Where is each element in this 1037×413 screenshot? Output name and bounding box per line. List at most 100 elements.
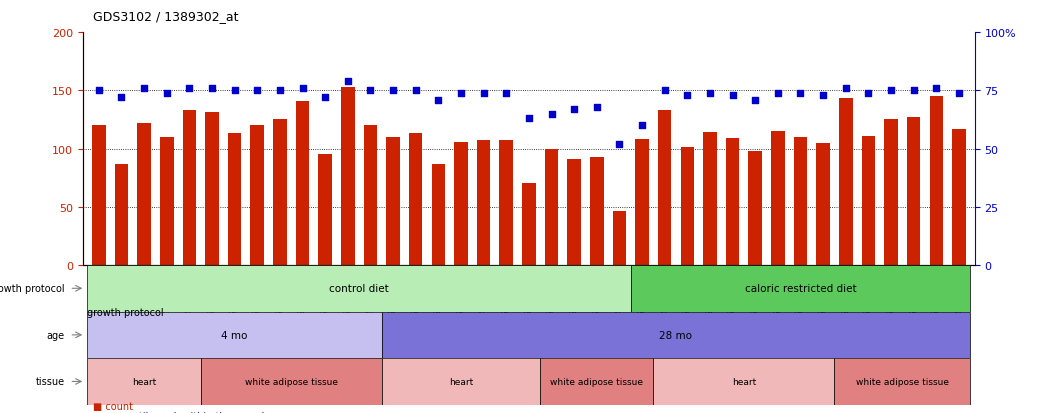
Text: control diet: control diet — [329, 284, 389, 294]
Bar — [793, 138, 807, 265]
Point — [815, 93, 832, 99]
Point — [362, 88, 379, 95]
Bar — [92, 126, 106, 265]
Point — [905, 88, 922, 95]
Point — [588, 104, 605, 111]
Bar — [726, 139, 739, 265]
Bar — [386, 138, 400, 265]
Point — [792, 90, 809, 97]
Bar — [839, 99, 852, 265]
Text: white adipose tissue: white adipose tissue — [551, 377, 643, 386]
Point — [339, 78, 356, 85]
Bar — [630, 265, 971, 312]
Point — [475, 90, 492, 97]
Bar — [653, 358, 835, 405]
Bar — [816, 143, 830, 265]
Bar — [341, 88, 355, 265]
Bar — [567, 160, 581, 265]
Bar — [364, 126, 377, 265]
Text: 28 mo: 28 mo — [660, 330, 693, 340]
Bar — [540, 358, 653, 405]
Point — [113, 95, 130, 102]
Point — [521, 116, 537, 122]
Point — [408, 88, 424, 95]
Point — [634, 123, 650, 129]
Text: caloric restricted diet: caloric restricted diet — [745, 284, 857, 294]
Bar — [201, 358, 382, 405]
Text: heart: heart — [132, 377, 157, 386]
Text: GDS3102 / 1389302_at: GDS3102 / 1389302_at — [93, 10, 239, 23]
Point — [747, 97, 763, 104]
Bar — [160, 138, 173, 265]
Point — [430, 97, 447, 104]
Bar — [296, 102, 309, 265]
Bar — [952, 129, 965, 265]
Bar — [657, 111, 672, 265]
Point — [679, 93, 696, 99]
Point — [882, 88, 899, 95]
Bar — [137, 123, 150, 265]
Point — [951, 90, 968, 97]
Bar — [205, 113, 219, 265]
Bar — [590, 157, 604, 265]
Point — [385, 88, 401, 95]
Point — [838, 85, 854, 92]
Point — [611, 141, 627, 148]
Bar — [228, 134, 242, 265]
Point — [226, 88, 243, 95]
Bar — [431, 164, 445, 265]
Text: age: age — [47, 330, 65, 340]
Bar — [318, 155, 332, 265]
Point — [928, 85, 945, 92]
Bar — [183, 111, 196, 265]
Point — [181, 85, 198, 92]
Text: growth protocol: growth protocol — [87, 307, 164, 317]
Bar — [87, 265, 630, 312]
Bar — [749, 152, 762, 265]
Point — [203, 85, 220, 92]
Text: ■ count: ■ count — [93, 401, 134, 411]
Text: growth protocol: growth protocol — [0, 284, 65, 294]
Bar — [703, 133, 717, 265]
Point — [860, 90, 876, 97]
Bar — [477, 141, 491, 265]
Point — [136, 85, 152, 92]
Text: white adipose tissue: white adipose tissue — [856, 377, 949, 386]
Bar — [613, 212, 626, 265]
Bar — [251, 126, 264, 265]
Bar — [409, 134, 422, 265]
Bar — [382, 358, 540, 405]
Bar — [454, 142, 468, 265]
Bar — [115, 164, 129, 265]
Point — [566, 107, 583, 113]
Point — [317, 95, 334, 102]
Bar — [772, 132, 785, 265]
Text: heart: heart — [732, 377, 756, 386]
Point — [498, 90, 514, 97]
Point — [249, 88, 265, 95]
Point — [90, 88, 107, 95]
Text: white adipose tissue: white adipose tissue — [245, 377, 338, 386]
Bar — [907, 118, 921, 265]
Text: heart: heart — [449, 377, 473, 386]
Point — [295, 85, 311, 92]
Point — [543, 111, 560, 118]
Point — [769, 90, 786, 97]
Bar — [929, 97, 943, 265]
Bar — [885, 120, 898, 265]
Bar — [636, 140, 649, 265]
Bar — [382, 312, 971, 358]
Bar — [835, 358, 971, 405]
Point — [724, 93, 740, 99]
Text: 4 mo: 4 mo — [222, 330, 248, 340]
Point — [453, 90, 470, 97]
Bar — [522, 184, 536, 265]
Point — [702, 90, 719, 97]
Bar — [273, 120, 286, 265]
Text: ■ percentile rank within the sample: ■ percentile rank within the sample — [93, 411, 271, 413]
Point — [159, 90, 175, 97]
Text: tissue: tissue — [35, 377, 65, 387]
Point — [656, 88, 673, 95]
Bar — [862, 136, 875, 265]
Bar — [680, 148, 694, 265]
